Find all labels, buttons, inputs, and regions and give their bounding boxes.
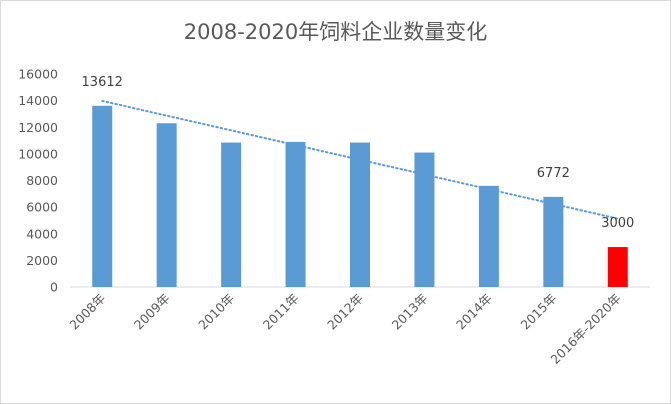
y-tick-label: 12000 (18, 120, 58, 135)
x-tick-label: 2011年 (260, 291, 302, 333)
x-tick-label: 2012年 (324, 291, 366, 333)
data-label: 3000 (601, 216, 634, 231)
y-tick-label: 10000 (18, 146, 58, 161)
y-tick-label: 8000 (26, 173, 58, 188)
y-tick-label: 6000 (26, 200, 58, 215)
bar (414, 152, 435, 287)
bar (285, 141, 306, 287)
data-label: 6772 (537, 166, 570, 181)
x-tick-label: 2015年 (518, 291, 560, 333)
x-tick-label: 2013年 (389, 291, 431, 333)
x-tick-label: 2009年 (131, 291, 173, 333)
y-tick-label: 14000 (18, 93, 58, 108)
bar (221, 142, 242, 287)
bar (350, 142, 370, 287)
x-tick-label: 2008年 (66, 291, 108, 333)
bar (607, 247, 628, 287)
y-tick-label: 4000 (26, 226, 58, 241)
trendline (101, 99, 619, 220)
data-label: 13612 (82, 75, 123, 90)
y-tick-label: 2000 (26, 253, 58, 268)
bar (92, 105, 113, 287)
y-tick-label: 16000 (18, 67, 58, 82)
bar (543, 196, 564, 287)
x-tick-label: 2010年 (195, 291, 237, 333)
x-tick-label: 2014年 (453, 291, 495, 333)
x-tick-label: 2016年-2020年 (547, 291, 623, 367)
bar (156, 123, 177, 287)
y-tick-label: 0 (50, 280, 58, 295)
chart-title: 2008-2020年饲料企业数量变化 (183, 20, 488, 44)
bar (478, 185, 499, 287)
